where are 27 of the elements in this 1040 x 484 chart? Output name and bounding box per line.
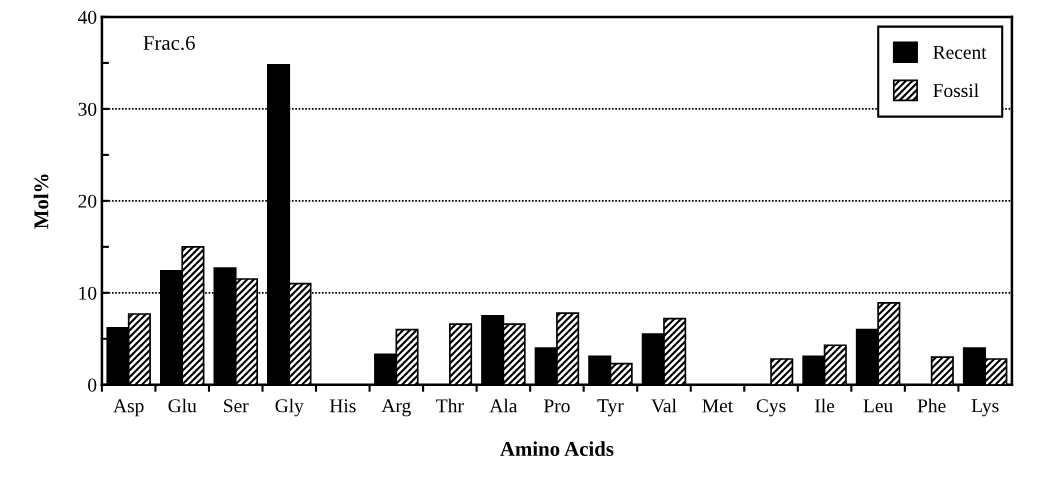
y-axis-title: Mol%: [33, 174, 49, 229]
x-tick-label: Val: [651, 398, 677, 413]
x-tick-label: Ala: [489, 398, 518, 413]
x-tick-label: Phe: [917, 398, 946, 413]
x-tick-label: Cys: [756, 399, 786, 417]
y-tick-label: 0: [88, 378, 97, 392]
x-tick-label: His: [329, 399, 356, 413]
x-tick-label: Arg: [381, 399, 411, 417]
annotation: Frac.6: [143, 35, 195, 51]
y-tick-label: 40: [77, 10, 97, 24]
legend-label: Fossil: [933, 83, 979, 98]
x-tick-label: Gly: [275, 398, 304, 417]
x-axis-title: Amino Acids: [500, 441, 614, 457]
y-tick-label: 30: [78, 102, 97, 116]
x-tick-label: Ile: [815, 398, 835, 413]
x-tick-label: Met: [702, 399, 734, 413]
x-tick-label: Lys: [971, 399, 999, 417]
y-tick-label: 10: [79, 286, 97, 300]
legend-label: Recent: [933, 46, 987, 59]
x-tick-label: Thr: [436, 398, 464, 413]
x-tick-label: Asp: [113, 399, 144, 417]
x-tick-label: Leu: [863, 399, 893, 413]
x-tick-label: Tyr: [597, 399, 624, 417]
x-tick-label: Pro: [543, 399, 570, 413]
x-tick-label: Glu: [168, 398, 197, 413]
x-tick-label: Ser: [224, 399, 249, 413]
y-tick-label: 20: [78, 194, 97, 208]
